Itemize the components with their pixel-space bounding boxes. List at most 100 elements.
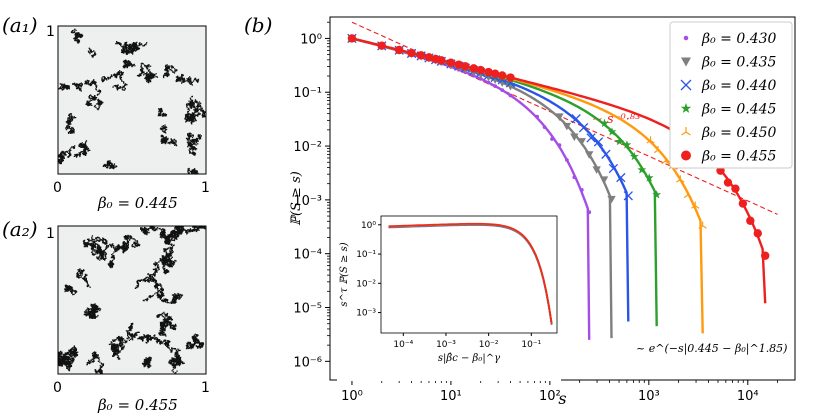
legend-entry: β₀ = 0.430 [701, 31, 777, 47]
inset-x-label: s|β̂c − β₀|^γ [438, 353, 500, 364]
data-point [550, 137, 554, 141]
data-point [616, 172, 626, 183]
data-point [394, 45, 404, 55]
data-point [661, 156, 670, 165]
data-point [562, 122, 572, 131]
a2-x-tick-max: 1 [201, 380, 210, 396]
data-point [557, 143, 562, 148]
data-point [508, 93, 513, 98]
data-point [565, 158, 569, 162]
a1-x-tick-max: 1 [201, 180, 210, 196]
data-point [738, 199, 748, 208]
x-tick-label: 10³ [638, 389, 660, 404]
panel-label-b: (b) [244, 13, 272, 37]
data-point [535, 114, 540, 119]
data-point [587, 210, 592, 215]
data-point [599, 176, 609, 184]
clusters-a2-spins [58, 226, 206, 374]
data-point [607, 127, 617, 136]
panel-label-a2: (a₂) [2, 217, 38, 241]
inset-plot-area [380, 215, 558, 334]
data-point [637, 165, 647, 174]
data-point [493, 84, 498, 88]
data-point [753, 229, 762, 238]
data-point [572, 175, 577, 180]
a1-y-tick-max: 1 [46, 24, 55, 40]
data-point [586, 133, 596, 143]
panel-label-a1: (a₁) [2, 13, 38, 37]
legend: β₀ = 0.430 β₀ = 0.435 β₀ = 0.440 β₀ = 0.445… [669, 21, 793, 169]
data-point [681, 150, 691, 161]
legend-entry: β₀ = 0.440 [701, 78, 777, 94]
data-point [652, 190, 662, 199]
inset-y-tick-label: 10⁻² [356, 279, 376, 289]
data-point [490, 69, 500, 78]
data-point [592, 166, 601, 174]
a1-beta-label: β₀ = 0.445 [97, 194, 178, 212]
legend-entry: β₀ = 0.450 [701, 125, 777, 141]
inset-y-tick-label: 10⁰ [361, 221, 376, 231]
data-point [761, 251, 770, 260]
x-tick-label: 10⁴ [737, 389, 759, 404]
y-tick-label: 10⁻² [293, 140, 322, 155]
data-point [608, 163, 619, 174]
data-point [646, 136, 655, 144]
data-point [571, 114, 581, 124]
cluster-map-a1 [57, 25, 207, 175]
data-point [731, 184, 740, 193]
data-point [484, 67, 493, 77]
data-point [500, 88, 505, 93]
data-point [698, 221, 707, 229]
inset: 10⁻⁴ 10⁻³ 10⁻² 10⁻¹ 10⁰ 10⁻¹ 10⁻² 10⁻³ s|β̂c − β… [337, 212, 561, 381]
data-point [615, 136, 624, 146]
legend-entry: β₀ = 0.435 [701, 55, 777, 71]
data-point [577, 138, 586, 146]
data-point [469, 64, 478, 73]
y-tick-label: 10⁻³ [293, 194, 322, 209]
clusters-a1-spins [58, 28, 206, 174]
data-point [454, 60, 463, 69]
data-point [681, 127, 691, 136]
y-tick-label: 10⁰ [300, 32, 322, 47]
data-point [377, 41, 386, 50]
data-point [607, 195, 616, 204]
data-point [676, 175, 685, 183]
data-point [347, 34, 357, 43]
cutoff-annotation: ~ e^(−s|0.445 − β₀|^1.85) [636, 342, 787, 356]
data-point [683, 190, 692, 199]
data-point [424, 53, 434, 62]
data-point [723, 178, 733, 187]
inset-x-tick-label: 10⁻¹ [521, 340, 541, 350]
inset-y-tick-label: 10⁻¹ [356, 250, 376, 260]
data-point [681, 57, 691, 67]
data-point [486, 80, 491, 85]
data-point [437, 56, 446, 65]
data-point [498, 71, 507, 80]
data-point [644, 173, 654, 182]
y-axis-label: ℙ(S ≥ s) [289, 171, 304, 226]
x-axis-label: s [558, 389, 566, 408]
data-point [691, 201, 700, 209]
data-point [680, 103, 692, 113]
data-point [653, 145, 663, 154]
series-5 [347, 34, 770, 304]
data-point [622, 140, 632, 149]
data-point [623, 191, 633, 201]
main-chart: 10⁰ 10¹ 10² 10³ 10⁴ 10⁰ 10⁻¹ 10⁻² 10⁻³ 10⁻⁴ 10⁻⁵ 10… [289, 16, 796, 408]
x-tick-label: 10¹ [440, 389, 462, 404]
data-point [506, 73, 515, 82]
inset-x-tick-label: 10⁻⁴ [393, 340, 413, 350]
y-tick-label: 10⁻⁶ [293, 355, 322, 370]
cluster-map-a2-frame [57, 225, 207, 375]
legend-entry: β₀ = 0.445 [701, 102, 777, 118]
data-point [555, 113, 564, 121]
data-point [579, 187, 584, 192]
a1-x-tick-min: 0 [53, 180, 62, 196]
y-tick-label: 10⁻¹ [293, 86, 322, 101]
inset-y-tick-label: 10⁻³ [356, 309, 376, 319]
data-point [476, 65, 485, 75]
power-law-line [351, 21, 778, 215]
data-point [416, 51, 426, 60]
data-point [746, 216, 755, 225]
data-point [446, 58, 456, 67]
